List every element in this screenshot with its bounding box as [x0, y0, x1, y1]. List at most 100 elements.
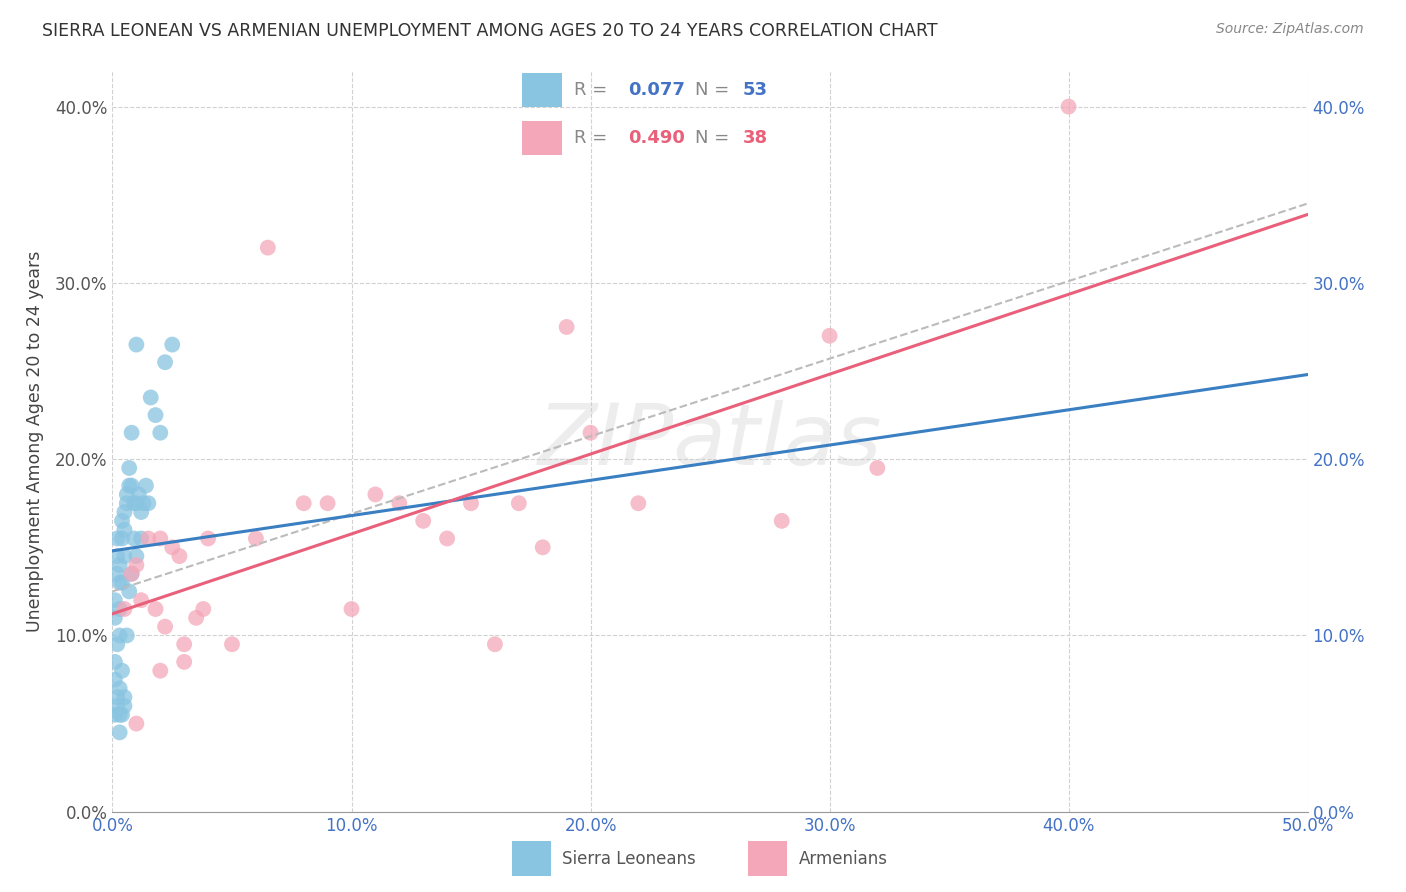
- Point: [114, 698, 135, 713]
- Point: [115, 487, 138, 501]
- Point: [162, 541, 183, 555]
- Point: [108, 628, 131, 642]
- Point: [108, 575, 131, 590]
- FancyBboxPatch shape: [748, 841, 787, 876]
- Point: [108, 707, 131, 722]
- Point: [132, 496, 155, 510]
- Text: 53: 53: [742, 80, 768, 99]
- Point: [388, 496, 411, 510]
- Point: [108, 725, 131, 739]
- Point: [145, 408, 167, 422]
- Point: [129, 532, 152, 546]
- Point: [105, 637, 128, 651]
- Point: [114, 549, 135, 563]
- Point: [484, 637, 506, 651]
- Point: [105, 698, 128, 713]
- Point: [104, 673, 127, 687]
- Point: [105, 690, 128, 705]
- Point: [129, 505, 152, 519]
- Point: [104, 707, 127, 722]
- Text: ZIPatlas: ZIPatlas: [538, 400, 882, 483]
- Text: Source: ZipAtlas.com: Source: ZipAtlas.com: [1216, 22, 1364, 37]
- Point: [138, 532, 160, 546]
- Point: [114, 690, 135, 705]
- Point: [531, 541, 554, 555]
- Point: [139, 391, 162, 405]
- Point: [105, 566, 128, 581]
- Text: R =: R =: [574, 80, 613, 99]
- Point: [121, 478, 143, 492]
- Point: [111, 514, 134, 528]
- Point: [145, 602, 167, 616]
- Point: [122, 496, 145, 510]
- Point: [1057, 100, 1080, 114]
- Point: [460, 496, 482, 510]
- Point: [770, 514, 793, 528]
- FancyBboxPatch shape: [512, 841, 551, 876]
- Point: [125, 496, 148, 510]
- Point: [555, 320, 578, 334]
- Point: [125, 558, 148, 572]
- Point: [111, 707, 134, 722]
- Point: [105, 532, 128, 546]
- Point: [173, 655, 195, 669]
- Point: [115, 628, 138, 642]
- Point: [114, 505, 135, 519]
- Point: [129, 593, 152, 607]
- Point: [111, 532, 134, 546]
- Point: [105, 549, 128, 563]
- Point: [114, 602, 135, 616]
- Point: [316, 496, 339, 510]
- Point: [104, 655, 127, 669]
- Point: [115, 496, 138, 510]
- Point: [125, 549, 148, 563]
- Text: 0.077: 0.077: [628, 80, 685, 99]
- Point: [162, 337, 183, 351]
- Point: [193, 602, 215, 616]
- Text: N =: N =: [695, 128, 734, 147]
- Point: [121, 566, 143, 581]
- Text: 38: 38: [742, 128, 768, 147]
- Point: [114, 523, 135, 537]
- Text: SIERRA LEONEAN VS ARMENIAN UNEMPLOYMENT AMONG AGES 20 TO 24 YEARS CORRELATION CH: SIERRA LEONEAN VS ARMENIAN UNEMPLOYMENT …: [42, 22, 938, 40]
- Point: [128, 487, 150, 501]
- Y-axis label: Unemployment Among Ages 20 to 24 years: Unemployment Among Ages 20 to 24 years: [25, 251, 44, 632]
- Point: [186, 611, 208, 625]
- Text: R =: R =: [574, 128, 613, 147]
- Point: [508, 496, 530, 510]
- Point: [245, 532, 267, 546]
- Point: [149, 532, 172, 546]
- Point: [108, 602, 131, 616]
- Point: [121, 566, 143, 581]
- Text: Armenians: Armenians: [799, 849, 887, 868]
- Point: [135, 478, 157, 492]
- Point: [149, 664, 172, 678]
- Point: [221, 637, 243, 651]
- Point: [169, 549, 191, 563]
- Point: [108, 558, 131, 572]
- Point: [579, 425, 602, 440]
- Point: [818, 328, 841, 343]
- Point: [153, 619, 176, 633]
- Text: 0.490: 0.490: [628, 128, 685, 147]
- Point: [627, 496, 650, 510]
- Point: [111, 575, 134, 590]
- Point: [118, 584, 141, 599]
- Point: [104, 593, 127, 607]
- Point: [118, 461, 141, 475]
- FancyBboxPatch shape: [522, 121, 561, 155]
- FancyBboxPatch shape: [522, 73, 561, 106]
- Text: N =: N =: [695, 80, 734, 99]
- Point: [118, 478, 141, 492]
- Point: [149, 425, 172, 440]
- Point: [412, 514, 434, 528]
- Point: [125, 337, 148, 351]
- Point: [125, 716, 148, 731]
- Point: [104, 611, 127, 625]
- Point: [173, 637, 195, 651]
- Point: [436, 532, 458, 546]
- Point: [292, 496, 315, 510]
- Point: [257, 241, 280, 255]
- Point: [138, 496, 160, 510]
- Point: [108, 681, 131, 696]
